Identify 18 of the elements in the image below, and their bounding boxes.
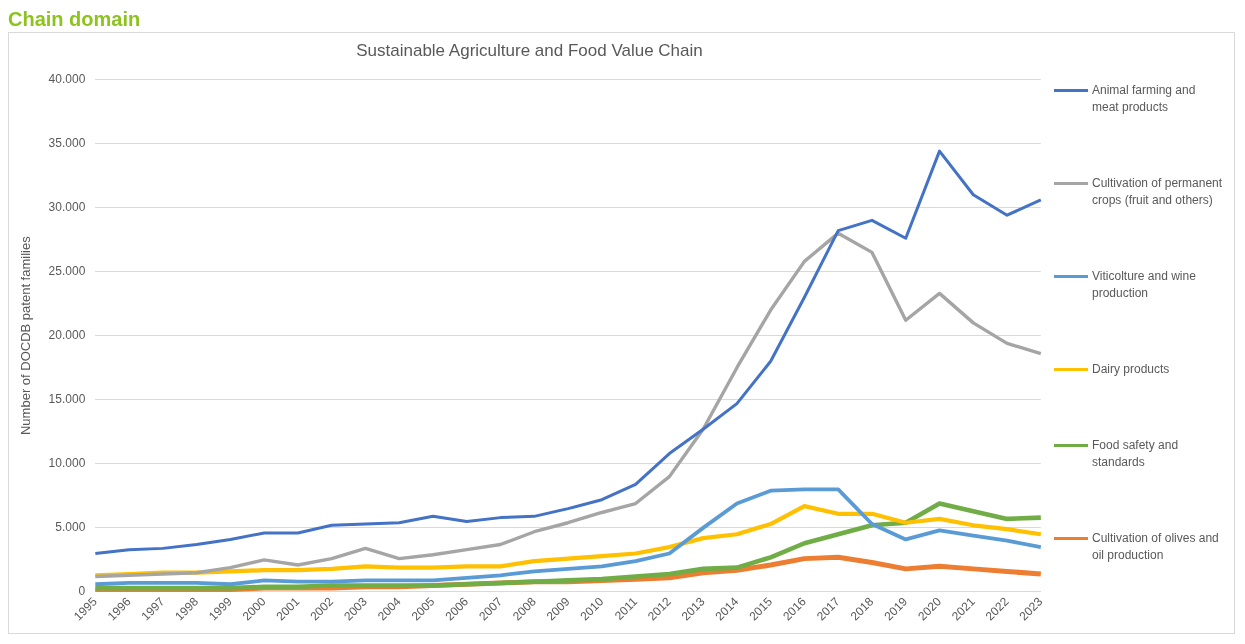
chart-title: Sustainable Agriculture and Food Value Chain <box>356 40 703 60</box>
y-tick-label: 5.000 <box>55 520 86 535</box>
y-tick-label: 35.000 <box>48 135 86 150</box>
legend-label: Cultivation of olives and oil production <box>1092 529 1220 564</box>
y-tick-label: 30.000 <box>48 199 86 214</box>
legend-label: Dairy products <box>1092 360 1170 378</box>
y-tick-label: 0 <box>78 584 86 599</box>
y-tick-label: 20.000 <box>48 327 86 342</box>
y-axis-title: Number of DOCDB patent families <box>18 235 34 436</box>
y-tick-label: 25.000 <box>48 263 86 278</box>
legend-label: Cultivation of permanent crops (fruit and others) <box>1092 175 1224 210</box>
text: Chain domain <box>8 8 142 30</box>
legend-label: Animal farming and meat products <box>1092 82 1197 117</box>
y-tick-label: 15.000 <box>48 392 86 407</box>
legend-label: Viticolture and wine production <box>1092 268 1197 303</box>
legend-label: Food safety and standards <box>1092 436 1180 471</box>
y-tick-label: 10.000 <box>48 456 86 471</box>
y-tick-label: 40.000 <box>48 71 86 86</box>
